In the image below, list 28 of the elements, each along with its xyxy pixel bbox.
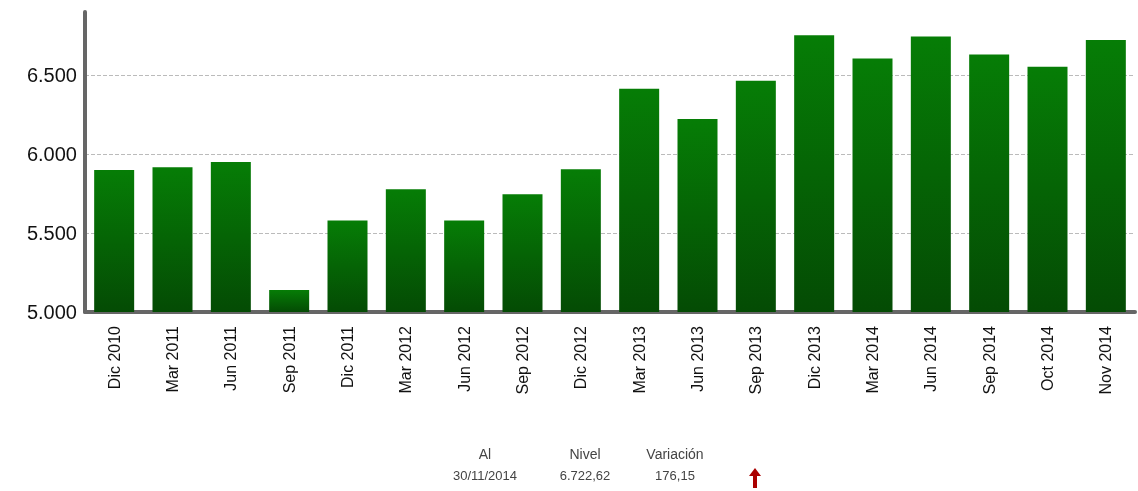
- x-tick-label: Mar 2012: [397, 325, 415, 394]
- x-tick-label: Mar 2014: [864, 325, 881, 394]
- text: 6.722,62: [558, 468, 612, 485]
- x-tick-label: Sep 2012: [514, 325, 531, 395]
- x-tick-label: Jun 2012: [455, 325, 473, 392]
- x-tick-label: Mar 2011: [164, 325, 181, 393]
- x-tick-label: Sep 2014: [980, 325, 998, 395]
- x-tick-label: Dic 2012: [572, 325, 590, 390]
- text: Nivel: [568, 446, 602, 462]
- x-tick-label: Sep 2013: [747, 325, 765, 395]
- x-tick-label: Dic 2013: [805, 325, 823, 390]
- x-tick-label: Mar 2013: [630, 325, 648, 394]
- x-tick-label: Oct 2014: [1039, 325, 1056, 391]
- x-tick-label: Nov 2014: [1097, 325, 1115, 395]
- text: Variación: [645, 446, 705, 462]
- x-tick-label: Jun 2013: [689, 325, 706, 392]
- y-tick-label: 6.500: [26, 64, 77, 87]
- text: 30/11/2014: [451, 468, 519, 485]
- y-tick-label: 6.000: [26, 143, 77, 166]
- x-tick-label: Jun 2014: [922, 325, 940, 392]
- x-tick-label: Dic 2011: [339, 325, 356, 388]
- text: Al: [477, 446, 493, 462]
- y-tick-label: 5.500: [26, 222, 77, 245]
- y-tick-label: 5.000: [26, 301, 77, 323]
- x-tick-label: Jun 2011: [222, 325, 240, 391]
- x-tick-label: Dic 2010: [105, 325, 123, 390]
- x-tick-label: Sep 2011: [280, 325, 298, 394]
- text: 176,15: [654, 468, 696, 485]
